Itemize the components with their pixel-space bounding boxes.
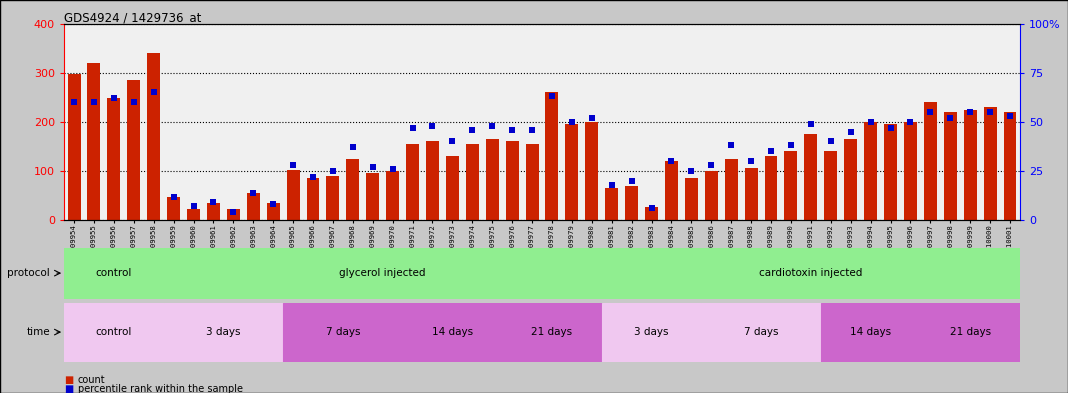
Text: percentile rank within the sample: percentile rank within the sample xyxy=(78,384,242,393)
Bar xyxy=(505,141,519,220)
Bar xyxy=(601,303,702,362)
Bar xyxy=(744,169,757,220)
Bar xyxy=(163,248,601,299)
Bar xyxy=(64,248,163,299)
Bar xyxy=(924,102,937,220)
Text: control: control xyxy=(96,327,132,337)
Bar xyxy=(645,207,658,220)
Text: control: control xyxy=(96,268,132,278)
Bar xyxy=(824,151,837,220)
Bar xyxy=(167,197,180,220)
Bar xyxy=(307,178,319,220)
Bar xyxy=(446,156,459,220)
Text: 14 days: 14 days xyxy=(431,327,473,337)
Text: GDS4924 / 1429736_at: GDS4924 / 1429736_at xyxy=(64,11,202,24)
Bar xyxy=(346,159,359,220)
Bar xyxy=(127,80,140,220)
Text: glycerol injected: glycerol injected xyxy=(340,268,426,278)
Bar xyxy=(502,303,601,362)
Bar xyxy=(963,110,976,220)
Text: 3 days: 3 days xyxy=(634,327,669,337)
Bar xyxy=(702,303,821,362)
Bar xyxy=(226,209,240,220)
Text: 7 days: 7 days xyxy=(743,327,779,337)
Bar xyxy=(565,124,579,220)
Bar xyxy=(403,303,502,362)
Text: 7 days: 7 days xyxy=(326,327,360,337)
Bar xyxy=(921,303,1020,362)
Bar xyxy=(88,63,100,220)
Bar xyxy=(466,144,478,220)
Bar xyxy=(821,303,921,362)
Bar xyxy=(64,303,163,362)
Bar xyxy=(286,170,299,220)
Text: count: count xyxy=(78,375,106,385)
Bar xyxy=(904,122,917,220)
Text: 21 days: 21 days xyxy=(532,327,572,337)
Bar xyxy=(247,193,260,220)
Bar xyxy=(765,156,778,220)
Bar xyxy=(984,107,996,220)
Text: ■: ■ xyxy=(64,375,74,385)
Bar xyxy=(163,303,283,362)
Bar xyxy=(944,112,957,220)
Text: ■: ■ xyxy=(64,384,74,393)
Bar xyxy=(685,178,697,220)
Bar xyxy=(426,141,439,220)
Bar xyxy=(406,144,419,220)
Bar xyxy=(884,124,897,220)
Bar xyxy=(785,151,798,220)
Bar xyxy=(606,188,618,220)
Bar xyxy=(327,176,340,220)
Text: time: time xyxy=(27,327,50,337)
Bar xyxy=(546,92,559,220)
Text: 3 days: 3 days xyxy=(206,327,240,337)
Bar xyxy=(625,186,638,220)
Bar xyxy=(525,144,538,220)
Bar xyxy=(67,74,80,220)
Text: cardiotoxin injected: cardiotoxin injected xyxy=(759,268,863,278)
Bar xyxy=(804,134,817,220)
Bar xyxy=(844,139,858,220)
Bar xyxy=(1004,112,1017,220)
Bar xyxy=(108,98,121,220)
Bar xyxy=(601,248,1020,299)
Bar xyxy=(267,203,280,220)
Bar xyxy=(366,173,379,220)
Bar xyxy=(585,122,598,220)
Bar xyxy=(864,122,877,220)
Text: protocol: protocol xyxy=(7,268,50,278)
Bar xyxy=(387,171,399,220)
Bar xyxy=(187,209,200,220)
Bar xyxy=(486,139,499,220)
Text: 14 days: 14 days xyxy=(850,327,891,337)
Bar xyxy=(705,171,718,220)
Bar xyxy=(207,203,220,220)
Bar xyxy=(665,161,678,220)
Bar xyxy=(725,159,738,220)
Bar xyxy=(283,303,403,362)
Bar xyxy=(147,53,160,220)
Text: 21 days: 21 days xyxy=(949,327,991,337)
